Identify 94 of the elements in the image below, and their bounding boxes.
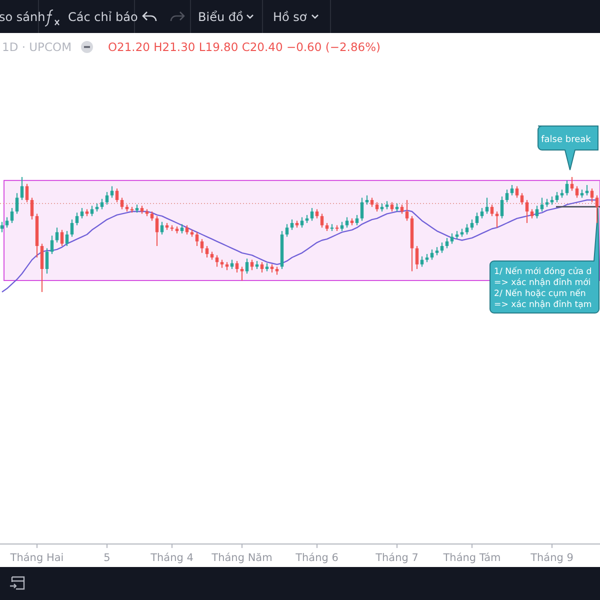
candlestick	[475, 212, 479, 226]
text: so sánh	[0, 10, 46, 24]
candlestick	[565, 180, 569, 196]
candlestick	[105, 191, 109, 206]
candlestick	[285, 224, 289, 238]
candlestick	[80, 208, 84, 219]
candlestick	[540, 197, 544, 212]
candlestick	[75, 212, 79, 226]
candlestick	[120, 197, 124, 210]
text: => xác nhận đỉnh tạm	[494, 300, 592, 310]
candlestick	[40, 243, 44, 292]
x-tick-label: 5	[104, 552, 110, 564]
candlestick	[245, 258, 249, 274]
candlestick	[150, 211, 154, 222]
candlestick	[405, 200, 409, 222]
text: O21.20 H21.30 L19.80 C20.40 −0.60 (−2.86%)	[108, 40, 380, 54]
candlestick	[15, 192, 19, 214]
candlestick	[595, 194, 599, 224]
candlestick	[370, 197, 374, 208]
candlestick	[480, 208, 484, 219]
candlestick	[300, 216, 304, 228]
candlestick	[155, 216, 159, 246]
candlestick	[450, 232, 454, 244]
x-tick-label: Tháng 6	[294, 552, 339, 564]
candlestick	[310, 208, 314, 222]
x-tick-label: Tháng Hai	[9, 552, 64, 564]
text: Hồ sơ	[273, 10, 308, 24]
candlestick	[185, 224, 189, 235]
candlestick	[250, 259, 254, 271]
candlestick	[70, 219, 74, 238]
candlestick	[365, 194, 369, 206]
candlestick	[510, 184, 514, 196]
candlestick	[430, 248, 434, 260]
candlestick	[20, 176, 24, 200]
candlestick	[390, 202, 394, 212]
candlestick	[515, 186, 519, 198]
candlestick	[500, 196, 504, 219]
candlestick	[505, 189, 509, 203]
candlestick	[90, 205, 94, 217]
candlestick	[290, 219, 294, 230]
x-tick-label: Tháng 7	[374, 552, 418, 564]
candlestick	[65, 230, 69, 246]
candlestick	[180, 224, 184, 234]
annotation: => xác nhận đỉnh mới	[494, 278, 591, 288]
candlestick	[200, 238, 204, 254]
annotation: 2/ Nến hoặc cụm nến	[494, 288, 586, 299]
candlestick	[315, 208, 319, 219]
x-tick-label: Tháng 4	[150, 552, 194, 564]
candlestick	[525, 200, 529, 224]
candlestick	[375, 202, 379, 212]
candlestick	[30, 197, 34, 220]
annotation: 1/ Nến mới đóng cửa d	[494, 266, 592, 277]
candlestick	[110, 186, 114, 198]
candlestick	[45, 248, 49, 274]
candlestick	[195, 232, 199, 246]
candlestick	[115, 188, 119, 203]
candlestick	[340, 221, 344, 232]
x-tick-label: Tháng 9	[530, 552, 574, 564]
candlestick	[535, 205, 539, 219]
candlestick	[440, 242, 444, 254]
candlestick	[25, 183, 29, 203]
candlestick	[400, 204, 404, 214]
candlestick	[445, 237, 449, 249]
candlestick	[570, 176, 574, 192]
candlestick	[260, 262, 264, 273]
x-tick-label: Tháng Tám	[442, 552, 501, 564]
candlestick	[50, 235, 54, 255]
candlestick	[345, 216, 349, 228]
candlestick	[100, 198, 104, 210]
candlestick	[320, 213, 324, 228]
candlestick	[5, 216, 9, 228]
candlestick	[465, 224, 469, 235]
candlestick	[485, 197, 489, 214]
text: 1D · UPCOM	[2, 40, 72, 54]
x-tick-label: Tháng Năm	[210, 552, 272, 564]
text: false break	[541, 135, 592, 145]
candlestick	[555, 191, 559, 203]
candlestick	[530, 208, 534, 219]
text: Các chỉ báo	[68, 10, 138, 24]
candlestick	[240, 266, 244, 281]
candlestick	[360, 197, 364, 222]
text: Biểu đồ	[198, 10, 244, 24]
candlestick	[0, 221, 4, 233]
candlestick	[520, 192, 524, 206]
candlestick	[575, 186, 579, 198]
candlestick	[10, 208, 14, 224]
candlestick	[415, 246, 419, 270]
candlestick	[55, 227, 59, 244]
candlestick	[470, 219, 474, 230]
candlestick	[215, 254, 219, 268]
candlestick	[490, 204, 494, 217]
candlestick	[420, 256, 424, 268]
candlestick	[60, 229, 64, 246]
candlestick	[355, 214, 359, 226]
